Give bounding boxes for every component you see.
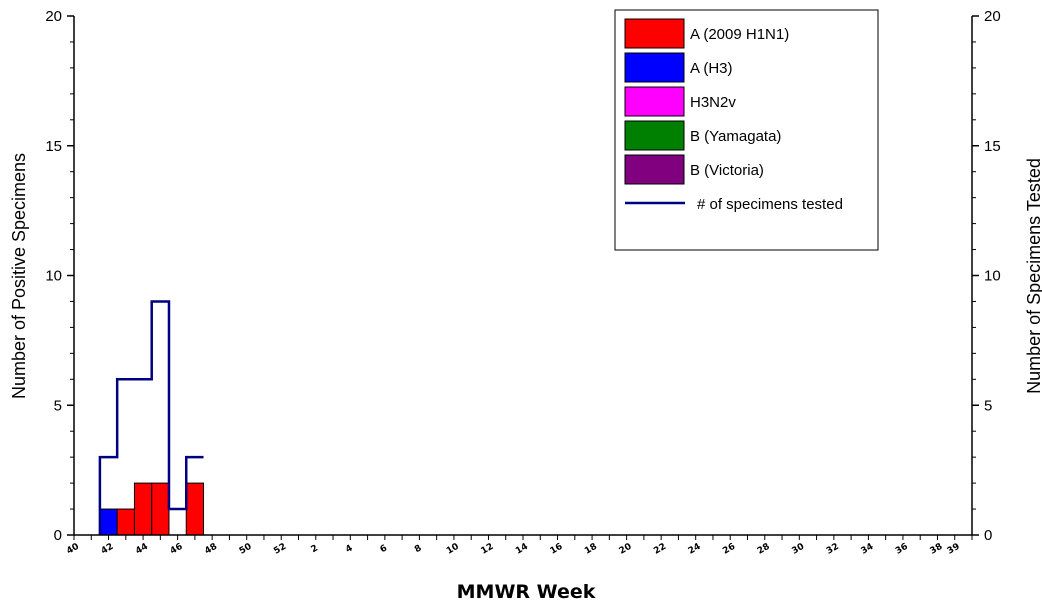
- legend-label-b-victoria: B (Victoria): [690, 162, 764, 179]
- legend-label-a-2009-h1n1: A (2009 H1N1): [690, 26, 789, 43]
- x-tick-label: 4: [344, 543, 354, 555]
- legend-swatch-b-yamagata: [624, 120, 685, 151]
- x-tick-label: 22: [652, 542, 668, 557]
- x-tick-label: 46: [169, 542, 185, 557]
- legend: A (2009 H1N1) A (H3) H3N2v B (Yamagata) B (V…: [614, 9, 879, 251]
- y-tick-label: 20: [45, 8, 62, 25]
- x-tick-label: 26: [721, 542, 737, 557]
- x-tick-label: 24: [687, 542, 703, 557]
- y2-tick-label: 5: [984, 397, 992, 414]
- x-tick-label: 10: [445, 542, 461, 557]
- y-tick-label: 0: [54, 527, 62, 544]
- y2-tick-label: 20: [984, 8, 1001, 25]
- y2-axis-title: Number of Specimens Tested: [1024, 158, 1042, 394]
- y2-tick-label: 0: [984, 527, 992, 544]
- x-tick-label: 40: [65, 542, 81, 557]
- x-tick-label: 2: [310, 543, 320, 555]
- x-tick-label: 16: [549, 542, 565, 557]
- legend-swatch-a-2009-h1n1: [624, 18, 685, 49]
- x-tick-label: 39: [946, 542, 962, 557]
- x-tick-label: 50: [238, 542, 254, 557]
- x-tick-label: 44: [134, 542, 150, 557]
- x-tick-label: 52: [272, 542, 288, 557]
- bar-a-2009-h1n1--46: [185, 482, 205, 536]
- bar-a-2009-h1n1--43: [133, 482, 153, 536]
- legend-swatch-a-h3: [624, 52, 685, 83]
- bars-layer: [99, 482, 205, 536]
- y2-tick-label: 15: [984, 138, 1001, 155]
- x-tick-label: 48: [203, 542, 219, 557]
- legend-label-a-h3: A (H3): [690, 60, 733, 77]
- y2-tick-label: 10: [984, 268, 1001, 285]
- x-tick-label: 32: [825, 542, 841, 557]
- x-tick-label: 34: [859, 542, 875, 557]
- legend-swatch-h3n2v: [624, 86, 685, 117]
- y-axis-title: Number of Positive Specimens: [9, 153, 29, 399]
- y-tick-label: 10: [45, 268, 62, 285]
- x-tick-label: 14: [514, 542, 530, 557]
- bar-a-2009-h1n1--42: [116, 508, 135, 536]
- x-tick-label: 42: [100, 542, 116, 557]
- legend-label-b-yamagata: B (Yamagata): [690, 128, 781, 145]
- x-tick-label: 18: [583, 542, 599, 557]
- legend-label-h3n2v: H3N2v: [690, 94, 736, 111]
- x-tick-label: 36: [894, 542, 910, 557]
- legend-swatch-b-victoria: [624, 154, 685, 185]
- x-axis-title: MMWR Week: [457, 581, 596, 603]
- x-tick-label: 30: [790, 542, 806, 557]
- y-tick-label: 5: [54, 397, 62, 414]
- x-tick-label: 6: [379, 543, 389, 555]
- bar-a-2009-h1n1--44: [151, 482, 170, 536]
- x-tick-label: 38: [929, 542, 945, 557]
- bar-a-h3--41: [99, 508, 118, 536]
- x-tick-label: 20: [618, 542, 634, 557]
- line-layer: [98, 300, 204, 535]
- x-tick-label: 28: [756, 542, 772, 557]
- y-tick-label: 15: [45, 138, 62, 155]
- specimens-tested-line: [98, 300, 204, 535]
- x-tick-label: 12: [480, 542, 496, 557]
- legend-label-of-specimens-tested: # of specimens tested: [697, 196, 843, 213]
- x-tick-label: 8: [413, 543, 423, 555]
